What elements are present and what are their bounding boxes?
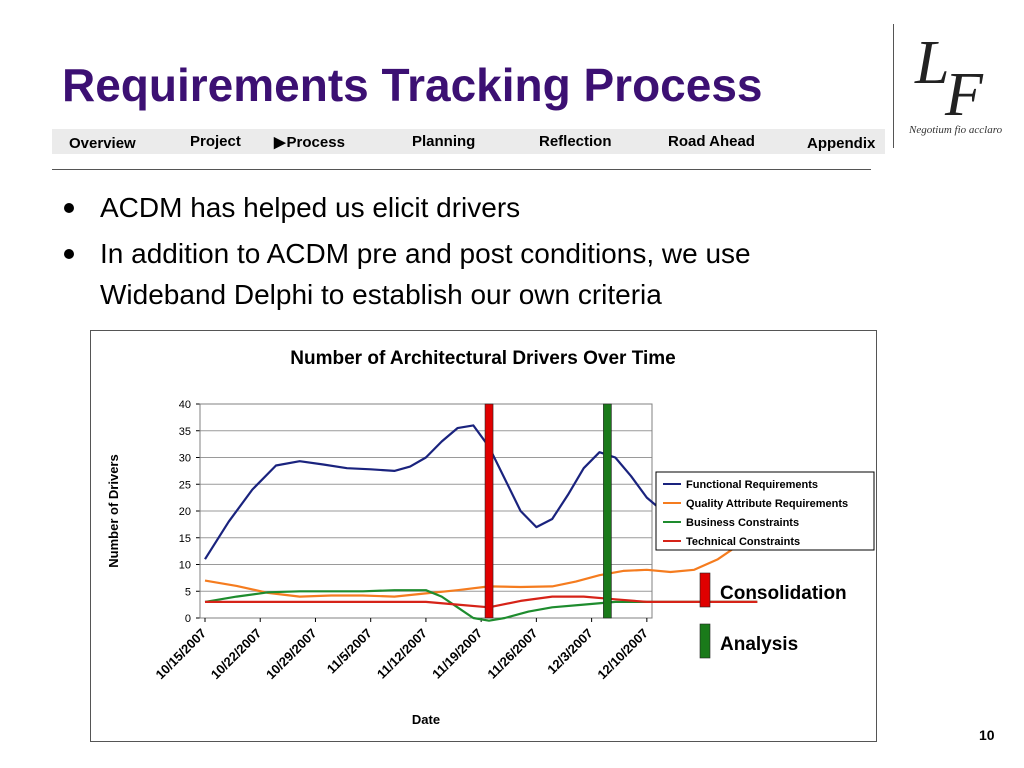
logo: L F Negotium fio acclaro: [893, 24, 1019, 148]
chart-legend: [655, 471, 875, 551]
x-tick-label: 11/19/2007: [429, 626, 485, 682]
marker-key-label: Consolidation: [720, 583, 847, 604]
nav-item-planning[interactable]: Planning: [412, 133, 476, 150]
x-tick-label: 12/3/2007: [544, 626, 596, 678]
marker-key-label: Analysis: [720, 634, 798, 655]
logo-letter-l: L: [915, 29, 950, 97]
y-axis-label: Number of Drivers: [106, 454, 121, 567]
page-number: 10: [979, 727, 995, 743]
bullet-item: ACDM has helped us elicit drivers: [60, 187, 880, 228]
marker-key-swatch: [699, 623, 711, 659]
y-tick-label: 15: [179, 533, 191, 545]
series-line: [204, 589, 758, 622]
series-line: [204, 424, 734, 560]
logo-letter-f: F: [945, 61, 983, 129]
y-tick-label: 20: [179, 506, 191, 518]
x-tick-label: 11/5/2007: [324, 626, 375, 677]
series-line: [205, 595, 758, 609]
milestone-marker: [603, 403, 612, 619]
milestone-marker: [484, 403, 494, 619]
bullet-list: ACDM has helped us elicit drivers In add…: [60, 187, 880, 320]
x-tick-label: 10/22/2007: [208, 626, 265, 683]
logo-motto: Negotium fio acclaro: [909, 124, 1003, 136]
x-axis-label: Date: [412, 712, 440, 727]
nav-divider: [52, 169, 871, 170]
legend-label: Functional Requirements: [686, 479, 818, 491]
nav-item-project[interactable]: Project: [190, 133, 241, 150]
y-tick-label: 25: [179, 479, 191, 491]
y-tick-label: 5: [185, 586, 191, 598]
y-tick-label: 30: [179, 453, 191, 465]
page-title: Requirements Tracking Process: [62, 59, 763, 111]
bullet-item: In addition to ACDM pre and post conditi…: [60, 233, 880, 315]
logo-divider: [893, 24, 894, 148]
nav-item-reflection[interactable]: Reflection: [539, 133, 612, 150]
legend-label: Technical Constraints: [686, 536, 800, 548]
bullet-dot-icon: [64, 203, 74, 213]
drivers-line-chart: Number of Architectural Drivers Over Tim…: [106, 348, 875, 727]
marker-key-swatch: [699, 572, 711, 608]
x-tick-label: 12/10/2007: [594, 626, 651, 683]
chart-frame: Number of Architectural Drivers Over Tim…: [90, 330, 877, 742]
legend-label: Quality Attribute Requirements: [686, 498, 848, 510]
x-tick-label: 11/26/2007: [484, 626, 540, 682]
legend-label: Business Constraints: [686, 517, 799, 529]
nav-item-overview[interactable]: Overview: [69, 135, 136, 152]
nav-item-appendix[interactable]: Appendix: [807, 135, 876, 152]
x-tick-label: 11/12/2007: [374, 626, 430, 682]
nav-item-process[interactable]: Process: [274, 133, 345, 151]
y-tick-label: 40: [179, 399, 191, 411]
bullet-text: In addition to ACDM pre and post conditi…: [100, 238, 751, 310]
y-tick-label: 0: [185, 613, 191, 625]
series-line: [204, 531, 758, 598]
bullet-text: ACDM has helped us elicit drivers: [100, 192, 521, 223]
chart-title: Number of Architectural Drivers Over Tim…: [290, 348, 675, 369]
nav-item-road-ahead[interactable]: Road Ahead: [668, 133, 755, 150]
section-nav-bar: Overview Project Process Planning Reflec…: [52, 129, 885, 154]
y-tick-label: 10: [179, 560, 191, 572]
x-tick-label: 10/29/2007: [263, 626, 320, 683]
bullet-dot-icon: [64, 249, 74, 259]
x-tick-label: 10/15/2007: [152, 626, 209, 683]
y-tick-label: 35: [179, 426, 191, 438]
